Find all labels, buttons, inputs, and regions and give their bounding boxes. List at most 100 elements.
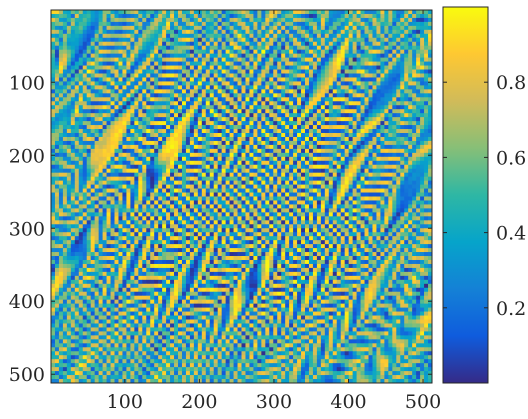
heatmap-cell xyxy=(233,204,238,209)
heatmap-cell xyxy=(118,85,123,90)
heatmap-cell xyxy=(162,33,167,39)
heatmap-cell xyxy=(102,53,107,58)
heatmap-cell xyxy=(70,41,76,47)
heatmap-cell xyxy=(281,37,286,43)
heatmap-cell xyxy=(356,168,361,173)
heatmap-cell xyxy=(400,188,405,193)
heatmap-cell xyxy=(368,133,373,138)
heatmap-cell xyxy=(237,81,242,86)
heatmap-cell xyxy=(344,196,349,201)
heatmap-cell xyxy=(320,208,326,213)
heatmap-cell xyxy=(388,77,393,82)
heatmap-cell xyxy=(90,168,95,173)
heatmap-cell xyxy=(201,109,207,114)
heatmap-cell xyxy=(380,97,385,102)
heatmap-cell xyxy=(293,204,298,209)
heatmap-cell xyxy=(170,176,175,181)
heatmap-cell xyxy=(289,85,294,90)
heatmap-cell xyxy=(424,212,429,217)
heatmap-cell xyxy=(269,61,274,66)
heatmap-cell xyxy=(285,113,290,118)
heatmap-cell xyxy=(221,65,226,70)
heatmap-cell xyxy=(261,81,266,86)
heatmap-cell xyxy=(221,41,226,47)
heatmap-cell xyxy=(312,148,318,154)
heatmap-cell xyxy=(273,10,278,15)
heatmap-cell xyxy=(424,53,429,58)
heatmap-cell xyxy=(356,85,361,90)
heatmap-cell xyxy=(233,89,238,94)
heatmap-cell xyxy=(162,172,167,177)
heatmap-cell xyxy=(332,144,338,150)
heatmap-cell xyxy=(229,184,234,189)
heatmap-cell xyxy=(316,65,322,70)
heatmap-cell xyxy=(388,188,393,193)
heatmap-cell xyxy=(388,21,393,27)
heatmap-cell xyxy=(277,45,282,50)
heatmap-cell xyxy=(305,69,310,74)
heatmap-cell xyxy=(189,25,195,31)
heatmap-cell xyxy=(185,13,191,19)
heatmap-cell xyxy=(372,133,377,138)
heatmap-cell xyxy=(142,53,147,58)
heatmap-cell xyxy=(58,125,64,130)
heatmap-cell xyxy=(229,212,234,217)
heatmap-cell xyxy=(404,152,409,158)
heatmap-cell xyxy=(90,41,95,47)
heatmap-cell xyxy=(352,125,357,130)
heatmap-cell xyxy=(416,33,421,39)
heatmap-cell xyxy=(261,57,266,62)
heatmap-cell xyxy=(94,140,99,146)
heatmap-cell xyxy=(154,200,159,205)
heatmap-cell xyxy=(154,168,159,173)
heatmap-cell xyxy=(328,212,334,217)
heatmap-cell xyxy=(249,129,254,134)
heatmap-cell xyxy=(166,101,171,106)
heatmap-cell xyxy=(209,117,215,122)
heatmap-cell xyxy=(54,125,60,130)
heatmap-cell xyxy=(312,176,318,181)
heatmap-cell xyxy=(320,45,326,50)
heatmap-cell xyxy=(289,109,294,114)
heatmap-cell xyxy=(392,13,397,19)
heatmap-cell xyxy=(118,180,123,185)
heatmap-cell xyxy=(324,73,330,78)
heatmap-cell xyxy=(150,73,155,78)
heatmap-cell xyxy=(241,17,246,23)
heatmap-cell xyxy=(257,121,262,126)
heatmap-cell xyxy=(221,204,226,209)
heatmap-cell xyxy=(134,148,139,154)
heatmap-cell xyxy=(54,121,60,126)
heatmap-cell xyxy=(257,129,262,134)
heatmap-cell xyxy=(138,156,143,162)
heatmap-cell xyxy=(396,41,401,47)
heatmap-cell xyxy=(110,212,115,217)
heatmap-cell xyxy=(285,133,290,138)
heatmap-cell xyxy=(142,69,147,74)
heatmap-cell xyxy=(86,184,91,189)
heatmap-cell xyxy=(205,129,211,134)
heatmap-cell xyxy=(51,41,56,47)
heatmap-cell xyxy=(297,140,302,146)
heatmap-cell xyxy=(324,184,330,189)
heatmap-cell xyxy=(166,176,171,181)
heatmap-cell xyxy=(162,208,167,213)
heatmap-cell xyxy=(193,101,199,106)
heatmap-cell xyxy=(281,129,286,134)
heatmap-cell xyxy=(146,164,151,170)
heatmap-cell xyxy=(181,45,187,50)
heatmap-cell xyxy=(90,17,95,23)
heatmap-cell xyxy=(380,45,385,50)
heatmap-cell xyxy=(285,129,290,134)
heatmap-cell xyxy=(265,152,270,158)
heatmap-cell xyxy=(261,65,266,70)
heatmap-cell xyxy=(297,129,302,134)
heatmap-cell xyxy=(138,148,143,154)
heatmap-cell xyxy=(408,204,413,209)
heatmap-cell xyxy=(86,208,91,213)
heatmap-cell xyxy=(170,57,175,62)
heatmap-cell xyxy=(86,192,91,197)
heatmap-cell xyxy=(253,196,258,201)
heatmap-cell xyxy=(189,125,195,130)
heatmap-cell xyxy=(360,29,365,35)
